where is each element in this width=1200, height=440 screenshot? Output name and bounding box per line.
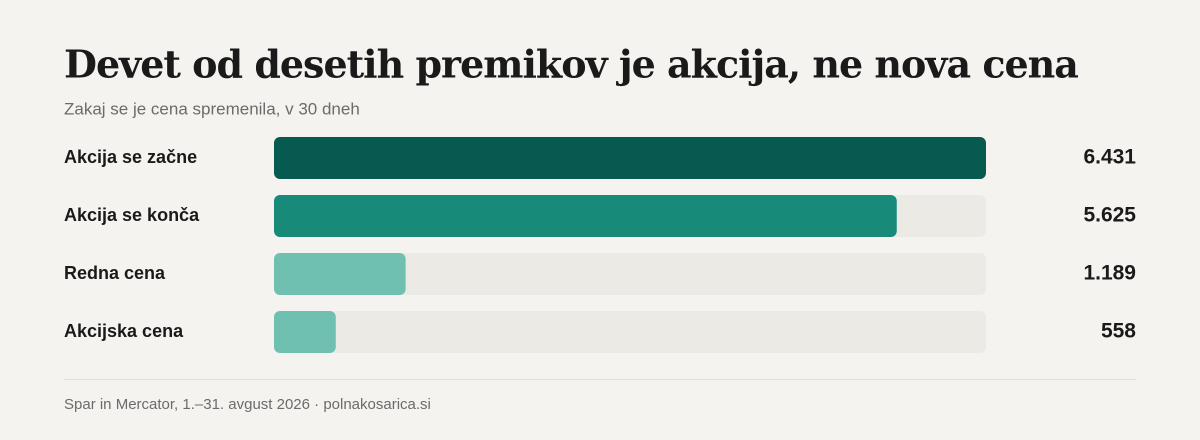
source-note: Spar in Mercator, 1.–31. avgust 2026 · p… [64,396,431,413]
value-label: 6.431 [1083,146,1136,169]
category-label: Akcija se konča [64,205,200,225]
value-label: 1.189 [1083,262,1136,285]
chart-subtitle: Zakaj se je cena spremenila, v 30 dneh [64,99,360,118]
value-label: 558 [1101,320,1136,343]
bar [274,195,897,237]
bar [274,253,406,295]
category-label: Redna cena [64,263,166,283]
chart-title: Devet od desetih premikov je akcija, ne … [64,42,1078,87]
value-label: 5.625 [1083,204,1136,227]
bar [274,311,336,353]
category-label: Akcija se začne [64,147,197,167]
bar [274,137,986,179]
bar-track [274,311,986,353]
bar-track [274,253,986,295]
category-label: Akcijska cena [64,321,184,341]
